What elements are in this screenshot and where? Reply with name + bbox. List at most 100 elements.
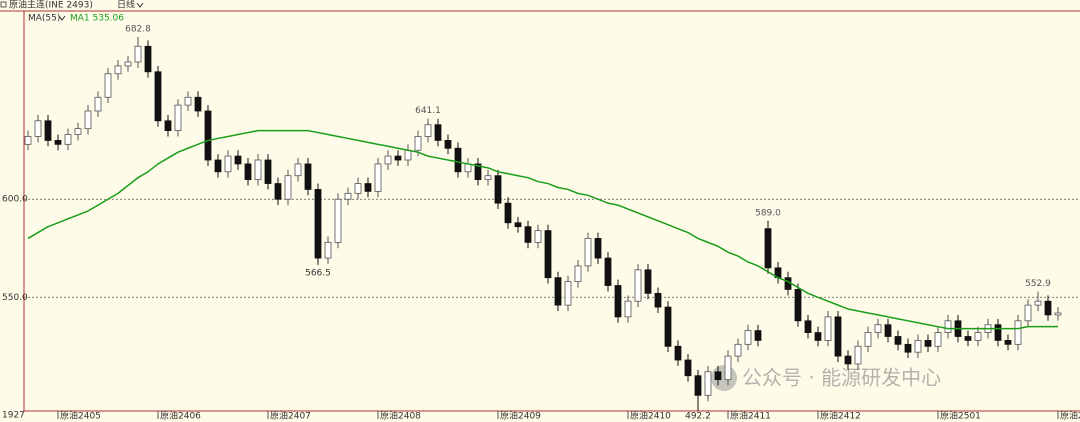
- candle-body: [664, 306, 672, 347]
- candle-body: [294, 163, 302, 177]
- candle-body: [54, 140, 62, 145]
- candle-body: [514, 222, 522, 228]
- x-tick-label: 原油2411: [730, 410, 771, 422]
- x-tick-label: 原油2407: [270, 410, 311, 422]
- header-icon: [0, 1, 7, 8]
- period[interactable]: 日线: [117, 0, 135, 11]
- candle-body: [834, 316, 842, 357]
- candle-body: [94, 96, 102, 112]
- high-label: 641.1: [415, 106, 441, 116]
- candle-body: [604, 257, 612, 286]
- candle-body: [484, 175, 492, 181]
- candle-body: [874, 324, 882, 333]
- candle-body: [384, 155, 392, 165]
- candle-body: [804, 320, 812, 333]
- x-tick-label: 原油2405: [60, 410, 101, 422]
- candle-body: [894, 336, 902, 345]
- candle-body: [164, 120, 172, 132]
- candle-body: [454, 147, 462, 173]
- candle-body: [1024, 304, 1032, 322]
- candle-body: [364, 183, 372, 192]
- candle-body: [1004, 340, 1012, 345]
- candle-body: [44, 120, 52, 141]
- y-tick-label: 550.0: [2, 293, 28, 303]
- candle-body: [724, 355, 732, 381]
- candle-body: [204, 110, 212, 161]
- candle-body: [844, 355, 852, 365]
- candle-body: [564, 281, 572, 306]
- candle-body: [344, 192, 352, 200]
- candle-body: [744, 330, 752, 345]
- period-chevron: [136, 2, 144, 8]
- candle-body: [814, 332, 822, 341]
- candle-body: [694, 375, 702, 396]
- candle-body: [644, 269, 652, 294]
- candle-body: [944, 320, 952, 333]
- candle-body: [84, 110, 92, 130]
- candle-body: [1044, 300, 1052, 316]
- high-label: 589.0: [755, 208, 781, 218]
- candle-body: [284, 175, 292, 200]
- candle-body: [214, 159, 222, 173]
- candle-body: [104, 73, 112, 98]
- indicator-chevron: [58, 15, 66, 21]
- candle-body: [134, 45, 142, 63]
- candle-body: [154, 71, 162, 122]
- candle-body: [504, 202, 512, 224]
- candle-body: [914, 340, 922, 353]
- instrument: 原油主连(INE 2493): [9, 0, 93, 11]
- candle-body: [354, 183, 362, 194]
- candle-body: [34, 120, 42, 137]
- candle-body: [794, 289, 802, 322]
- x-tick-label: 原油2501: [940, 410, 981, 422]
- candle-body: [494, 175, 502, 204]
- candle-body: [1014, 320, 1022, 345]
- candle-body: [534, 230, 542, 243]
- candle-body: [394, 155, 402, 161]
- high-label: 552.9: [1025, 279, 1051, 289]
- ma-legend: MA1 535.06: [70, 14, 124, 24]
- candle-body: [414, 136, 422, 151]
- candle-body: [854, 345, 862, 365]
- candle-body: [884, 324, 892, 337]
- candle-body: [594, 238, 602, 259]
- x-tick-label: 原油2502: [1060, 410, 1080, 422]
- candle-body: [474, 163, 482, 181]
- watermark: 公众号 · 能源研发中心: [742, 366, 941, 390]
- candle-body: [674, 345, 682, 361]
- candle-body: [114, 65, 122, 75]
- x-tick-label: 原油2408: [380, 410, 421, 422]
- candle-body: [614, 285, 622, 318]
- x-tick-label: 原油2409: [500, 410, 541, 422]
- candle-body: [254, 159, 262, 181]
- candle-body: [24, 136, 32, 145]
- candle-body: [524, 226, 532, 243]
- candle-body: [544, 230, 552, 279]
- candle-body: [1034, 300, 1042, 306]
- candle-body: [184, 96, 192, 106]
- candle-body: [634, 269, 642, 302]
- candle-body: [64, 134, 72, 145]
- candle-body: [734, 343, 742, 357]
- low-label: 492.2: [685, 412, 711, 422]
- candle-body: [584, 238, 592, 267]
- candle-body: [554, 277, 562, 306]
- candle-body: [994, 324, 1002, 341]
- candle-body: [444, 140, 452, 149]
- candle-body: [324, 241, 332, 259]
- candle-body: [1054, 312, 1062, 316]
- candle-body: [934, 332, 942, 347]
- candle-body: [974, 332, 982, 341]
- candle-body: [684, 359, 692, 377]
- candle-body: [964, 336, 972, 341]
- candle-body: [654, 292, 662, 308]
- indicator[interactable]: MA(55): [28, 14, 60, 24]
- watermark-group: 公众号 · 能源研发中心: [711, 365, 941, 391]
- y-tick-label: 600.0: [2, 195, 28, 205]
- candle-body: [174, 104, 182, 132]
- candle-body: [264, 159, 272, 184]
- candle-body: [194, 96, 202, 112]
- plot: [24, 36, 1062, 411]
